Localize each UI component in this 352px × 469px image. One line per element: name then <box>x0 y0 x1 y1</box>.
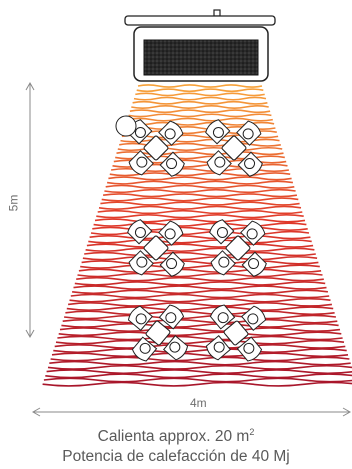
heat-wave-line <box>76 276 324 282</box>
heat-wave-line <box>81 260 319 265</box>
heat-wave-line <box>116 151 284 156</box>
heat-wave-line <box>93 222 307 227</box>
heat-wave-line <box>85 247 315 253</box>
chair-symbol <box>158 302 186 330</box>
heat-wave-line <box>98 205 302 210</box>
heat-wave-line <box>105 184 295 189</box>
chair-symbol <box>241 251 269 279</box>
heat-wave-line <box>137 84 263 88</box>
heat-wave-line <box>78 268 322 274</box>
heat-wave-line <box>73 285 327 290</box>
heat-wave-line <box>69 297 331 303</box>
heat-wave-line <box>43 377 352 383</box>
heat-wave-line <box>132 100 268 105</box>
heater-bracket <box>213 9 221 17</box>
width-dimension-label: 4m <box>190 396 207 410</box>
heat-wave-line <box>54 344 346 349</box>
heat-wave-line <box>128 113 272 118</box>
heat-wave-line <box>117 146 283 152</box>
heat-waves <box>42 84 352 387</box>
furniture-layout <box>115 115 269 364</box>
heat-wave-line <box>90 230 310 236</box>
heat-wave-line <box>100 201 300 206</box>
coverage-caption: Calienta approx. 20 m2 <box>0 428 352 445</box>
heat-wave-line <box>65 310 335 316</box>
heat-wave-line <box>70 293 330 299</box>
heat-wave-line <box>61 323 339 328</box>
heat-wave-line <box>51 352 349 358</box>
heat-wave-line <box>135 92 265 97</box>
heat-wave-line <box>82 255 318 261</box>
heat-wave-line <box>108 176 292 181</box>
heat-wave-line <box>53 348 347 354</box>
heat-wave-line <box>133 96 267 101</box>
heat-wave-line <box>59 327 341 332</box>
heat-wave-line <box>55 339 345 345</box>
heat-wave-line <box>74 281 326 286</box>
chair-symbol <box>163 335 190 362</box>
heat-wave-line <box>49 360 351 366</box>
width-dimension <box>31 407 352 417</box>
heat-wave-line <box>129 109 271 114</box>
heat-wave-line <box>77 272 323 278</box>
heat-wave-line <box>136 88 264 93</box>
heat-wave-line <box>66 306 334 311</box>
heat-wave-line <box>127 117 273 122</box>
power-caption: Potencia de calefacción de 40 Mj <box>62 448 290 465</box>
stool-symbol <box>115 115 137 137</box>
heat-wave-line <box>42 381 352 387</box>
area-unit-superscript: 2 <box>249 427 255 437</box>
heat-wave-line <box>92 226 308 231</box>
patio-heater-unit <box>124 9 276 82</box>
heat-wave-line <box>45 373 352 379</box>
heat-wave-line <box>102 193 298 198</box>
heat-wave-line <box>58 331 342 337</box>
height-dimension-label: 5m <box>6 194 21 212</box>
heat-wave-line <box>88 239 312 244</box>
heat-wave-line <box>94 218 306 223</box>
heat-wave-line <box>106 180 294 185</box>
height-dimension <box>25 81 35 339</box>
chair-symbol <box>159 251 187 279</box>
heat-wave-line <box>119 142 281 147</box>
heat-wave-line <box>71 289 329 295</box>
heat-wave-line <box>67 302 333 307</box>
heat-wave-line <box>46 369 352 375</box>
heat-wave-line <box>89 235 311 240</box>
heat-wave-line <box>50 356 350 362</box>
heat-wave-line <box>104 188 296 194</box>
heat-wave-line <box>57 335 343 341</box>
heat-wave-line <box>84 251 316 257</box>
heat-wave-line <box>97 209 303 215</box>
heat-wave-line <box>101 197 299 202</box>
heat-wave-line <box>80 264 320 269</box>
heat-wave-line <box>86 243 314 248</box>
heat-wave-line <box>63 314 337 320</box>
heat-wave-line <box>47 364 352 370</box>
heat-wave-line <box>62 318 338 324</box>
heater-mount-plate <box>124 15 276 26</box>
heat-wave-line <box>131 105 269 109</box>
heater-grill <box>143 39 259 76</box>
heat-wave-line <box>96 214 304 219</box>
coverage-text: Calienta approx. 20 m <box>97 428 250 445</box>
